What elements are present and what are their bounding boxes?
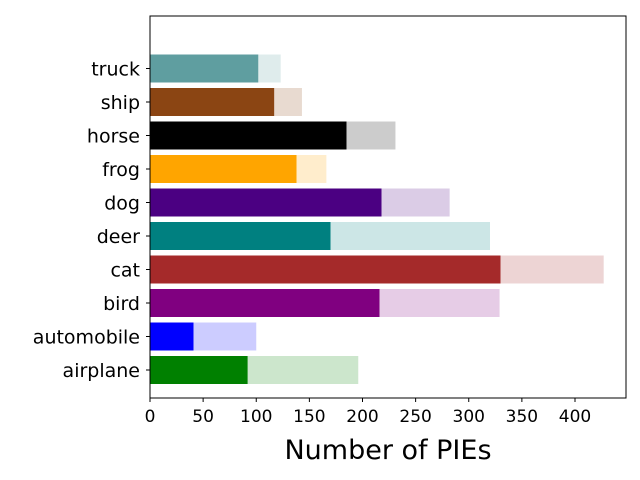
y-tick-label-truck: truck [91, 59, 140, 81]
y-tick-label-airplane: airplane [63, 360, 140, 382]
x-tick-label: 350 [506, 407, 538, 427]
y-tick-label-cat: cat [110, 260, 140, 282]
bar-automobile-segment-1 [150, 322, 194, 351]
category-labels-group: airplane automobile bird cat deer dog frog hors… [33, 59, 150, 382]
x-tick-label: 0 [145, 407, 156, 427]
x-tick-label: 300 [453, 407, 485, 427]
bar-truck-segment-2 [258, 54, 281, 83]
bar-frog-segment-1 [150, 155, 297, 183]
y-tick-label-dog: dog [104, 193, 140, 215]
y-tick-label-horse: horse [87, 126, 140, 148]
x-tick-label: 100 [240, 407, 272, 427]
y-tick-label-deer: deer [97, 226, 140, 248]
bar-frog-segment-2 [296, 155, 327, 183]
bar-dog-segment-1 [150, 188, 382, 217]
plot-frame [149, 15, 627, 399]
bar-cat-segment-1 [150, 255, 501, 284]
bar-cat-segment-2 [500, 255, 604, 284]
bar-bird-segment-2 [379, 289, 500, 317]
bars-group [150, 54, 604, 384]
bar-deer-segment-2 [330, 222, 490, 250]
x-tick-label: 50 [192, 407, 214, 427]
y-tick-label-bird: bird [103, 293, 140, 315]
bar-airplane-segment-2 [247, 356, 359, 384]
bar-airplane-segment-1 [150, 356, 248, 384]
bar-ship-segment-1 [150, 88, 275, 116]
bar-dog-segment-2 [381, 188, 450, 217]
x-tick-label: 250 [399, 407, 431, 427]
x-tick-label: 400 [559, 407, 591, 427]
bar-truck-segment-1 [150, 54, 259, 83]
x-tick-label: 200 [346, 407, 378, 427]
y-tick-label-automobile: automobile [33, 327, 140, 349]
y-tick-label-ship: ship [101, 92, 140, 114]
y-tick-label-frog: frog [102, 159, 140, 181]
bar-horse-segment-1 [150, 121, 347, 150]
bar-bird-segment-1 [150, 289, 380, 317]
bar-horse-segment-2 [346, 121, 396, 150]
x-tick-label: 150 [293, 407, 325, 427]
x-ticks-group: 0 50 100 150 200 250 300 350 400 [145, 398, 591, 427]
x-axis-title: Number of PIEs [284, 435, 491, 466]
bar-automobile-segment-2 [193, 322, 257, 351]
bar-deer-segment-1 [150, 222, 331, 250]
bar-ship-segment-2 [274, 88, 302, 116]
